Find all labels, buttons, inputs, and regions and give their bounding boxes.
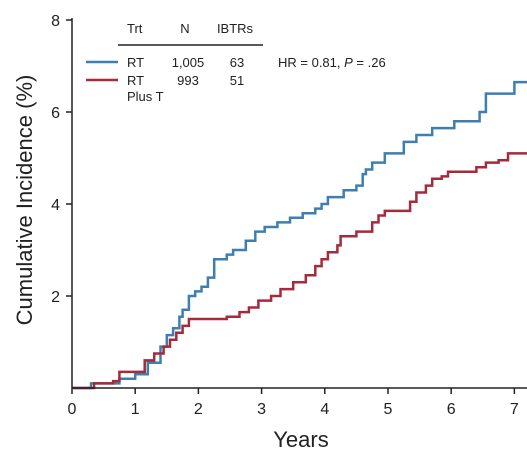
legend-row-rt-n: 1,005 [172, 55, 205, 70]
tick-marks [66, 19, 516, 394]
y-tick-label: 2 [51, 289, 60, 306]
y-tick-label: 8 [51, 13, 60, 30]
legend-row-rt-ibtrs: 63 [230, 55, 244, 70]
legend-row-rtt-n: 993 [177, 73, 199, 88]
y-tick-label: 4 [51, 197, 60, 214]
legend: Trt N IBTRs RT 1,005 63 RT Plus T 993 51… [86, 21, 386, 104]
legend-row-rtt-trt-line2: Plus T [127, 89, 164, 104]
tick-labels: 0 1 2 3 4 5 6 7 2 4 6 8 [51, 13, 519, 418]
hr-text: HR = 0.81, [278, 55, 344, 70]
hazard-ratio-annotation: HR = 0.81, P = .26 [278, 55, 386, 70]
series-lines [72, 80, 527, 390]
x-tick-label: 1 [131, 401, 140, 418]
x-tick-label: 6 [447, 401, 456, 418]
legend-header-trt: Trt [127, 21, 143, 36]
legend-header-ibtrs: IBTRs [217, 21, 254, 36]
series-line-rt [72, 80, 527, 390]
y-tick-label: 6 [51, 105, 60, 122]
y-axis-title: Cumulative Incidence (%) [12, 75, 37, 326]
p-value: = .26 [353, 55, 386, 70]
legend-row-rtt-trt: RT [127, 73, 144, 88]
p-label: P [344, 55, 353, 70]
x-tick-label: 0 [68, 401, 77, 418]
x-tick-label: 4 [320, 401, 329, 418]
legend-header-n: N [180, 21, 189, 36]
x-tick-label: 3 [257, 401, 266, 418]
x-tick-label: 5 [384, 401, 393, 418]
legend-row-rtt-ibtrs: 51 [230, 73, 244, 88]
x-tick-label: 2 [194, 401, 203, 418]
legend-row-rt-trt: RT [127, 55, 144, 70]
x-axis-title: Years [273, 427, 328, 452]
series-line-rt-plus-t [72, 152, 527, 390]
x-tick-label: 7 [510, 401, 519, 418]
